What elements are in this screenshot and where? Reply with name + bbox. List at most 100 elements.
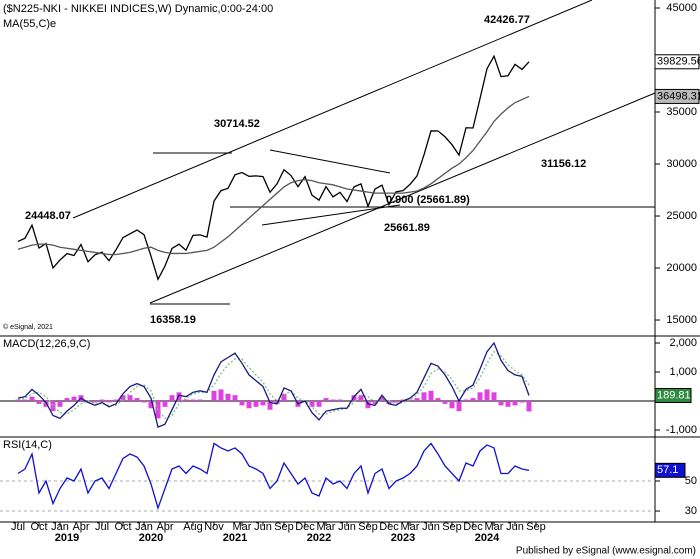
- histogram-bar: [127, 395, 133, 402]
- x-tick-label: Sep: [526, 521, 546, 533]
- x-tick-label: Apr: [156, 521, 173, 533]
- x-tick-label: Jul: [11, 521, 25, 533]
- last-value-box: [654, 88, 700, 104]
- histogram-bar: [463, 399, 469, 402]
- histogram-bar: [512, 401, 518, 406]
- last-value-box: [654, 387, 692, 403]
- histogram-bar: [253, 401, 259, 407]
- annotation: 0.900 (25661.89): [386, 194, 470, 206]
- y-tick-label: -1,000: [666, 424, 697, 436]
- y-tick-label: 25000: [666, 210, 697, 222]
- x-tick-label: Dec: [379, 521, 399, 533]
- series-line: [17, 442, 530, 511]
- histogram-bar: [148, 401, 154, 409]
- panel-title: MACD(12,26,9,C): [3, 338, 90, 350]
- histogram-bar: [183, 399, 189, 402]
- histogram-bar: [267, 401, 273, 410]
- histogram-bar: [225, 393, 231, 402]
- histogram-bar: [246, 401, 252, 409]
- y-tick-label: 2,000: [669, 337, 697, 349]
- x-tick-label: Jan: [135, 521, 153, 533]
- histogram-bar: [428, 390, 434, 402]
- x-tick-label: Jan: [51, 521, 69, 533]
- histogram-bar: [57, 401, 63, 407]
- triangle-line: [261, 204, 401, 226]
- histogram-bar: [498, 401, 504, 406]
- histogram-bar: [22, 399, 28, 402]
- histogram-bar: [239, 401, 245, 406]
- histogram-bar: [120, 395, 126, 402]
- annotation: 30714.52: [214, 118, 260, 130]
- histogram-bar: [505, 401, 511, 407]
- histogram-bar: [281, 393, 287, 402]
- histogram-bar: [197, 399, 203, 402]
- x-tick-label: Nov: [204, 521, 224, 533]
- histogram-bar: [526, 401, 532, 412]
- histogram-bar: [449, 401, 455, 409]
- histogram-bar: [92, 401, 98, 403]
- histogram-bar: [232, 395, 238, 402]
- x-tick-label: Sep: [274, 521, 294, 533]
- histogram-bar: [470, 398, 476, 402]
- last-value-label: 36498.31: [657, 90, 700, 102]
- histogram-bar: [337, 399, 343, 402]
- histogram-bar: [162, 401, 168, 407]
- y-tick-label: 30000: [666, 158, 697, 170]
- histogram-bar: [379, 396, 385, 402]
- histogram-bar: [260, 401, 266, 406]
- histogram-bar: [456, 401, 462, 412]
- histogram-bar: [393, 401, 399, 403]
- year-label: 2022: [307, 532, 331, 544]
- x-tick-label: Jun: [254, 521, 272, 533]
- x-tick-label: Aug: [183, 521, 203, 533]
- last-value-label: 189.81: [657, 389, 691, 401]
- annotation: 31156.12: [541, 158, 586, 170]
- channel-top: [72, 0, 593, 219]
- histogram-bar: [71, 396, 77, 402]
- channel-bottom: [149, 92, 656, 304]
- series-line: [17, 95, 530, 256]
- histogram-bar: [330, 399, 336, 402]
- histogram-bar: [386, 401, 392, 404]
- legend-entry: MA(55,C)e: [3, 18, 56, 30]
- footer: Published by eSignal (www.esignal.com): [516, 546, 696, 557]
- x-tick-label: Jun: [422, 521, 440, 533]
- year-label: 2021: [223, 532, 247, 544]
- last-value-box: [654, 54, 700, 70]
- histogram-bar: [407, 399, 413, 402]
- histogram-bar: [36, 401, 42, 404]
- histogram-bar: [484, 389, 490, 402]
- y-tick-label: 20000: [666, 262, 697, 274]
- histogram-bar: [442, 401, 448, 404]
- x-tick-label: Jun: [506, 521, 524, 533]
- year-label: 2019: [55, 532, 79, 544]
- last-value-box: [654, 462, 686, 478]
- triangle-line: [269, 149, 391, 174]
- annotation: 25661.89: [384, 222, 430, 234]
- last-value-label: 39829.56: [657, 56, 700, 68]
- x-tick-label: Mar: [485, 521, 504, 533]
- histogram-bar: [106, 401, 112, 403]
- histogram-bar: [29, 396, 35, 402]
- histogram-bar: [400, 399, 406, 402]
- y-tick-label: 35000: [666, 106, 697, 118]
- copyright: © eSignal, 2021: [3, 323, 53, 331]
- histogram-bar: [309, 401, 315, 407]
- x-tick-label: Mar: [401, 521, 420, 533]
- histogram-bar: [134, 398, 140, 402]
- chart-title: ($N225-NKI - NIKKEI INDICES,W) Dynamic,0…: [3, 3, 273, 15]
- x-tick-label: Jun: [338, 521, 356, 533]
- x-tick-label: Apr: [72, 521, 89, 533]
- last-value-label: 57.1: [657, 464, 678, 476]
- y-tick-label: 15000: [666, 314, 697, 326]
- histogram-bar: [519, 401, 525, 403]
- y-tick-label: 50: [685, 475, 697, 487]
- annotation: 42426.77: [484, 14, 530, 26]
- x-tick-label: Oct: [30, 521, 47, 533]
- histogram-bar: [351, 395, 357, 402]
- histogram-bar: [365, 401, 371, 409]
- x-tick-label: Oct: [114, 521, 131, 533]
- histogram-bar: [141, 401, 147, 403]
